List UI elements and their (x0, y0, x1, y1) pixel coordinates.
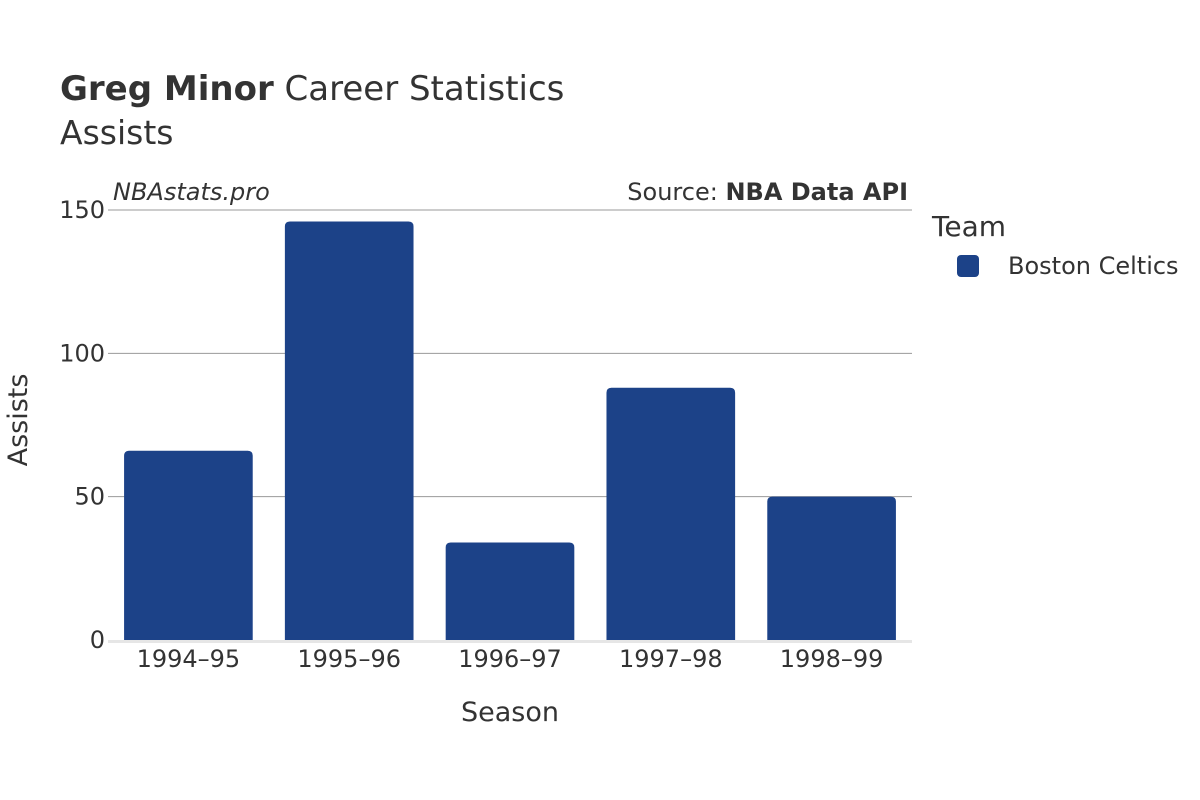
chart-title: Greg Minor Career Statistics (60, 69, 564, 109)
y-tick-label: 50 (74, 483, 105, 511)
y-axis-label: Assists (3, 374, 34, 467)
x-axis-label: Season (461, 697, 559, 728)
x-tick-label: 1998–99 (780, 645, 884, 673)
source-label: Source: NBA Data API (627, 178, 908, 206)
chart-subtitle: Assists (60, 113, 173, 152)
chart-title-space (274, 69, 285, 109)
chart-title-rest: Career Statistics (285, 69, 565, 109)
x-tick-label: 1996–97 (458, 645, 562, 673)
bar (124, 450, 253, 640)
source-prefix: Source: (627, 178, 725, 206)
bars (124, 221, 896, 640)
bar (606, 387, 736, 640)
y-tick-label: 100 (59, 339, 105, 367)
x-tick-label: 1997–98 (619, 645, 723, 673)
legend: Team Boston Celtics (931, 210, 1179, 280)
x-tick-label: 1994–95 (137, 645, 241, 673)
x-tick-label: 1995–96 (297, 645, 401, 673)
y-tick-label: 150 (59, 196, 105, 224)
y-axis-ticks: 0 50 100 150 (59, 196, 105, 654)
bar (445, 542, 575, 640)
x-axis-ticks: 1994–95 1995–96 1996–97 1997–98 1998–99 (137, 645, 884, 673)
y-tick-label: 0 (90, 626, 105, 654)
bar (767, 496, 896, 640)
legend-title: Team (931, 210, 1006, 243)
legend-item-label: Boston Celtics (1008, 252, 1179, 280)
source-name: NBA Data API (725, 178, 908, 206)
watermark: NBAstats.pro (113, 178, 270, 206)
bar (284, 221, 414, 640)
chart-title-bold: Greg Minor (60, 69, 274, 109)
legend-swatch (957, 255, 979, 277)
